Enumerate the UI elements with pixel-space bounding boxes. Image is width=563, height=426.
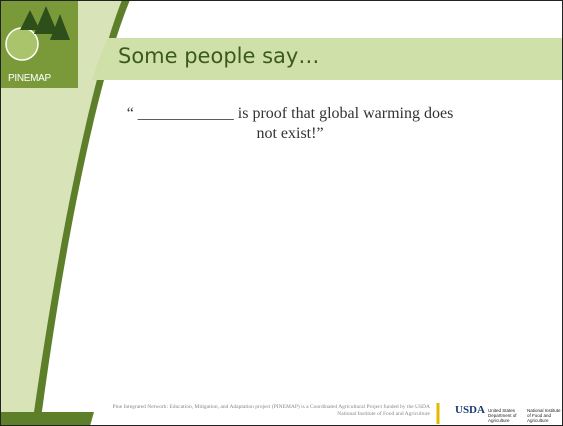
logo-trees (20, 6, 70, 40)
bottom-band (0, 412, 94, 426)
logo-label: PINEMAP (8, 73, 51, 84)
usda-mark: USDA (455, 404, 485, 416)
usda-institute: National Institute of Food and Agricultu… (527, 408, 561, 423)
title-band (92, 38, 563, 80)
side-band-inner (0, 0, 122, 426)
slide-title: Some people say… (118, 44, 320, 68)
logo-emblem (5, 27, 39, 61)
footer-credit: Pine Integrated Network: Education, Miti… (112, 404, 430, 417)
quote-text: “ ____________ is proof that global warm… (126, 105, 454, 142)
usda-department: United States Department of Agriculture (488, 408, 517, 423)
